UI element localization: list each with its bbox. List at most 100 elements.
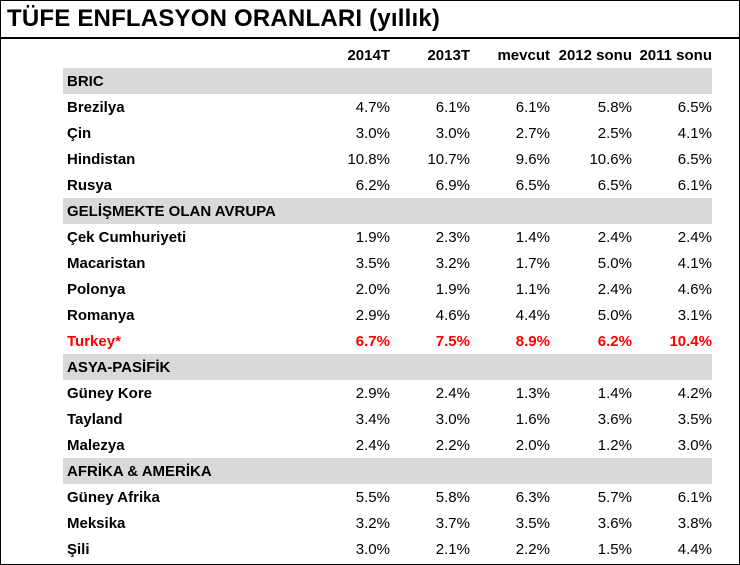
value-cell: 6.3% [515,488,550,506]
group-header-cell [550,354,632,380]
country-name: Çin [67,124,92,142]
header-country [63,42,303,68]
value-cell: 3.6% [597,514,632,532]
title-bar: TÜFE ENFLASYON ORANLARI (yıllık) [1,1,739,39]
value-cell: 5.0% [597,306,632,324]
value-cell: 3.8% [677,514,712,532]
group-header-cell [390,68,470,94]
table-row: Meksika 3.2% 3.7% 3.5% 3.6% 3.8% [63,510,712,536]
value-cell: 2.7% [515,124,550,142]
table-row: Güney Kore 2.9% 2.4% 1.3% 1.4% 4.2% [63,380,712,406]
group-header-cell [550,198,632,224]
table-row: Çek Cumhuriyeti 1.9% 2.3% 1.4% 2.4% 2.4% [63,224,712,250]
value-cell: 1.3% [515,384,550,402]
value-cell: 1.6% [515,410,550,428]
table-row: Çin 3.0% 3.0% 2.7% 2.5% 4.1% [63,120,712,146]
value-cell: 1.2% [597,436,632,454]
value-cell: 10.4% [669,332,712,350]
country-name: Hindistan [67,150,136,168]
value-cell: 6.1% [435,98,470,116]
value-cell: 4.6% [435,306,470,324]
group-header-cell [303,198,390,224]
group-header: GELİŞMEKTE OLAN AVRUPA [63,198,303,224]
country-name: Rusya [67,176,113,194]
value-cell: 2.3% [435,228,470,246]
table-row: Malezya 2.4% 2.2% 2.0% 1.2% 3.0% [63,432,712,458]
table-row: Şili 3.0% 2.1% 2.2% 1.5% 4.4% [63,536,712,562]
group-header-cell [303,68,390,94]
value-cell: 5.7% [597,488,632,506]
group-header: AFRİKA & AMERİKA [63,458,303,484]
value-cell: 6.5% [677,98,712,116]
value-cell: 8.9% [515,332,550,350]
group-header: ASYA-PASİFİK [63,354,303,380]
value-cell: 2.5% [597,124,632,142]
value-cell: 4.2% [677,384,712,402]
value-cell: 6.1% [677,488,712,506]
value-cell: 1.9% [435,280,470,298]
header-2012-sonu: 2012 sonu [558,46,632,64]
value-cell: 6.5% [677,150,712,168]
value-cell: 2.9% [355,306,390,324]
table-row: Romanya 2.9% 4.6% 4.4% 5.0% 3.1% [63,302,712,328]
value-cell: 2.9% [355,384,390,402]
page-title: TÜFE ENFLASYON ORANLARI (yıllık) [7,5,441,32]
value-cell: 2.4% [435,384,470,402]
value-cell: 6.2% [597,332,632,350]
value-cell: 5.5% [355,488,390,506]
value-cell: 5.8% [435,488,470,506]
table-row: Brezilya 4.7% 6.1% 6.1% 5.8% 6.5% [63,94,712,120]
table-row: Polonya 2.0% 1.9% 1.1% 2.4% 4.6% [63,276,712,302]
value-cell: 6.2% [355,176,390,194]
header-2013t: 2013T [427,46,470,64]
value-cell: 3.0% [677,436,712,454]
value-cell: 3.4% [355,410,390,428]
value-cell: 10.8% [347,150,390,168]
value-cell: 2.4% [677,228,712,246]
value-cell: 3.2% [435,254,470,272]
group-header-cell [470,198,550,224]
group-header-cell [390,354,470,380]
value-cell: 7.5% [435,332,470,350]
value-cell: 2.4% [355,436,390,454]
country-name: Turkey* [67,332,121,350]
group-header-cell [632,198,712,224]
group-header-cell [470,354,550,380]
value-cell: 4.6% [677,280,712,298]
value-cell: 3.6% [597,410,632,428]
value-cell: 1.5% [597,540,632,558]
value-cell: 3.0% [435,124,470,142]
group-header-cell [470,458,550,484]
group-header-cell [632,354,712,380]
group-header-row: GELİŞMEKTE OLAN AVRUPA [63,198,712,224]
group-header-cell [303,354,390,380]
value-cell: 4.1% [677,124,712,142]
value-cell: 3.7% [435,514,470,532]
group-header-cell [303,458,390,484]
group-header-cell [550,68,632,94]
value-cell: 3.5% [515,514,550,532]
value-cell: 3.0% [355,540,390,558]
country-name: Güney Kore [67,384,153,402]
value-cell: 1.9% [355,228,390,246]
value-cell: 4.4% [677,540,712,558]
value-cell: 6.1% [515,98,550,116]
table-row: Tayland 3.4% 3.0% 1.6% 3.6% 3.5% [63,406,712,432]
value-cell: 6.7% [355,332,390,350]
value-cell: 5.8% [597,98,632,116]
header-2014t: 2014T [347,46,390,64]
country-name: Meksika [67,514,126,532]
group-header-cell [390,198,470,224]
group-header-row: AFRİKA & AMERİKA [63,458,712,484]
header-mevcut: mevcut [497,46,550,64]
value-cell: 4.7% [355,98,390,116]
country-name: Çek Cumhuriyeti [67,228,187,246]
value-cell: 1.4% [597,384,632,402]
value-cell: 2.1% [435,540,470,558]
value-cell: 4.1% [677,254,712,272]
table-row: Macaristan 3.5% 3.2% 1.7% 5.0% 4.1% [63,250,712,276]
group-header-row: ASYA-PASİFİK [63,354,712,380]
value-cell: 3.5% [355,254,390,272]
value-cell: 2.4% [597,280,632,298]
